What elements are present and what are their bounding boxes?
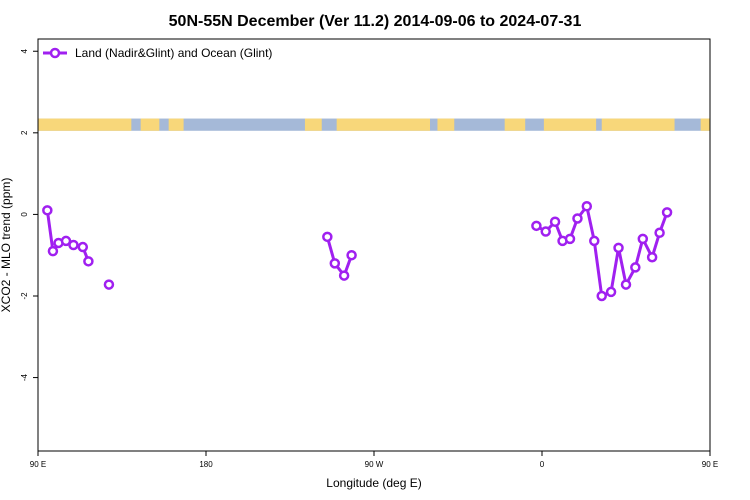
data-point bbox=[589, 235, 600, 247]
data-point bbox=[338, 270, 350, 281]
x-tick-label: 180 bbox=[199, 460, 213, 469]
data-point bbox=[620, 279, 632, 290]
land-segment bbox=[168, 118, 184, 131]
data-point bbox=[564, 233, 576, 245]
land-segment bbox=[304, 118, 322, 131]
data-point bbox=[60, 235, 72, 247]
data-point bbox=[329, 258, 341, 269]
data-point bbox=[596, 290, 607, 302]
y-tick-label: 4 bbox=[20, 48, 29, 53]
y-tick-label: 0 bbox=[20, 212, 29, 217]
land-segment bbox=[140, 118, 160, 131]
legend-label: Land (Nadir&Glint) and Ocean (Glint) bbox=[75, 46, 272, 60]
land-segment bbox=[336, 118, 430, 131]
legend-marker bbox=[49, 47, 61, 59]
data-point bbox=[661, 207, 673, 218]
data-point bbox=[83, 256, 94, 267]
x-tick-label: 90 E bbox=[702, 460, 718, 469]
data-point bbox=[47, 245, 59, 257]
data-point bbox=[572, 213, 583, 224]
data-point bbox=[646, 251, 658, 263]
data-point bbox=[540, 226, 551, 237]
data-point bbox=[581, 200, 593, 212]
land-segment bbox=[601, 118, 675, 131]
data-point bbox=[531, 220, 542, 232]
axes: 90 E 180 90 W 0 90 E 4 2 0 -2 -4 bbox=[20, 48, 718, 469]
y-tick-label: 2 bbox=[20, 130, 29, 135]
legend: Land (Nadir&Glint) and Ocean (Glint) bbox=[43, 46, 272, 60]
x-axis-label: Longitude (deg E) bbox=[326, 476, 421, 490]
land-segment bbox=[38, 118, 132, 131]
land-segment bbox=[437, 118, 455, 131]
x-tick-label: 90 W bbox=[365, 460, 384, 469]
y-axis-label: XCO2 - MLO trend (ppm) bbox=[0, 178, 13, 313]
data-point bbox=[605, 286, 617, 298]
chart-title: 50N-55N December (Ver 11.2) 2014-09-06 t… bbox=[169, 13, 582, 30]
data-point bbox=[77, 241, 89, 253]
data-point bbox=[613, 242, 624, 254]
data-point bbox=[654, 227, 665, 239]
x-tick-label: 90 E bbox=[30, 460, 46, 469]
y-tick-label: -4 bbox=[20, 373, 29, 381]
data-point bbox=[549, 216, 561, 227]
series-line bbox=[325, 236, 354, 278]
land-ocean-strip bbox=[38, 118, 710, 131]
plot-frame bbox=[37, 38, 711, 452]
land-segment bbox=[504, 118, 526, 131]
data-point bbox=[630, 262, 641, 273]
land-segment bbox=[700, 118, 710, 131]
data-point bbox=[322, 231, 333, 243]
data-series bbox=[42, 200, 673, 302]
data-point bbox=[68, 239, 79, 251]
data-point bbox=[103, 279, 115, 290]
data-point bbox=[42, 205, 53, 216]
x-tick-label: 0 bbox=[540, 460, 545, 469]
land-segment bbox=[543, 118, 597, 131]
data-point bbox=[637, 233, 649, 245]
data-point bbox=[346, 249, 357, 261]
y-tick-label: -2 bbox=[20, 292, 29, 300]
